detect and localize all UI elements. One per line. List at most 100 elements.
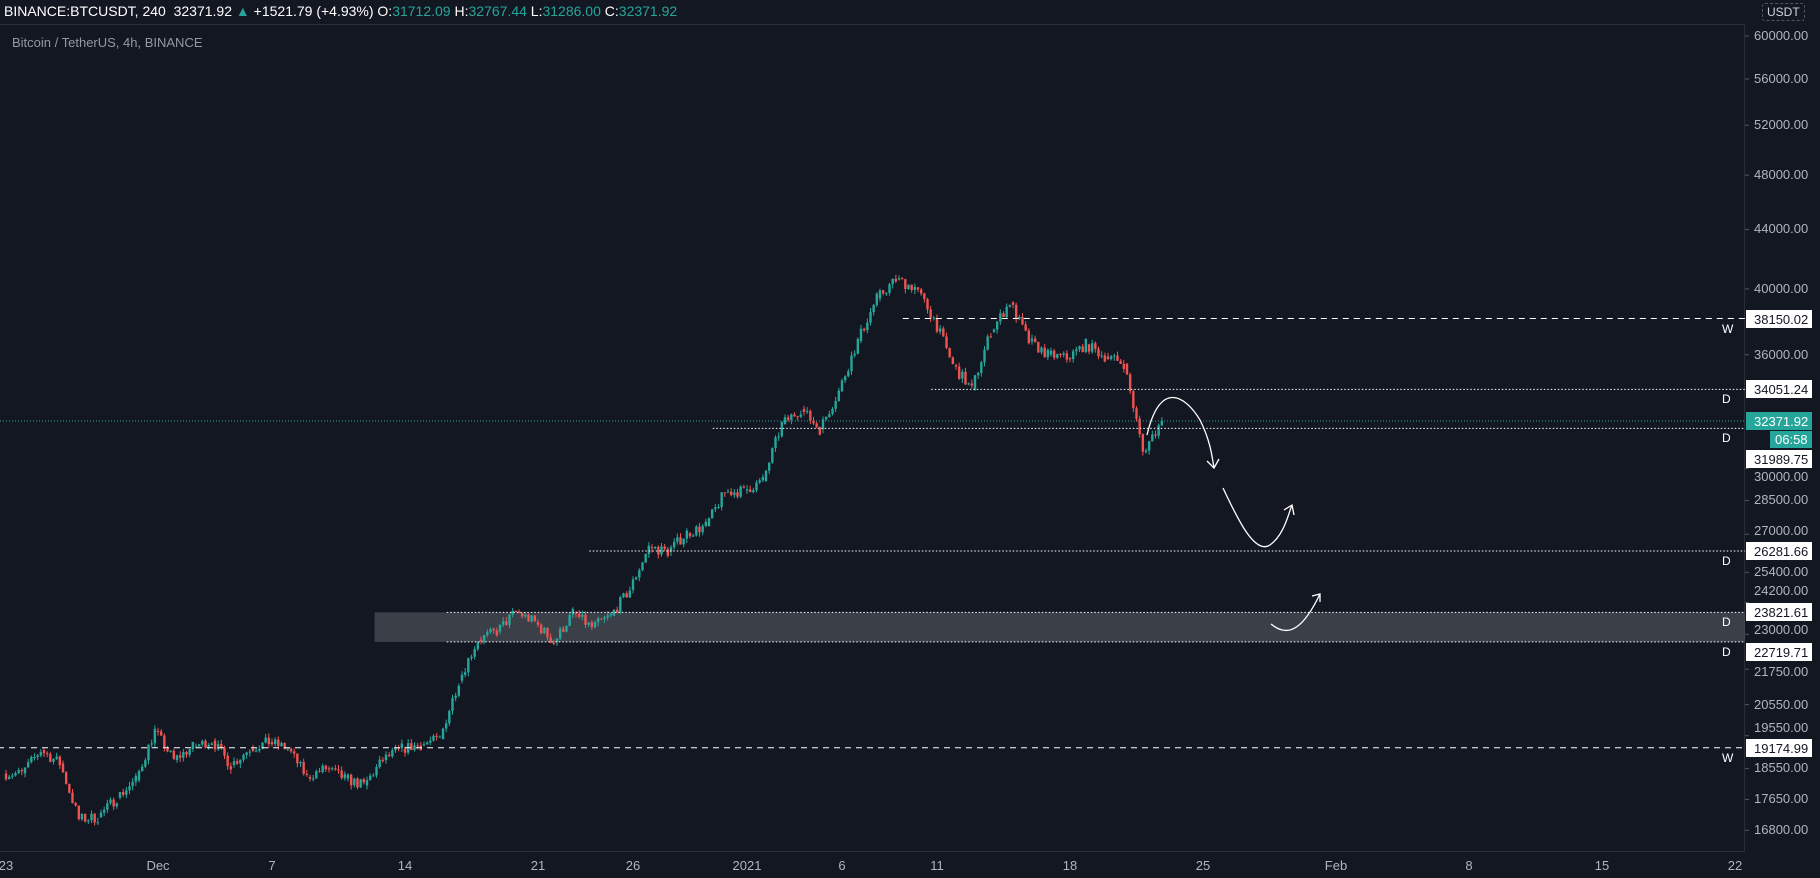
candle-body [435,735,438,737]
candle-body [748,489,752,493]
candle-body [774,437,777,449]
candle-body [824,416,828,420]
price-tick-label: 23000.00 [1754,622,1809,638]
candle-body [134,775,138,782]
level-price-badge[interactable]: 22719.71 [1746,643,1812,661]
candle-body [372,775,375,777]
candle-body [745,489,749,491]
level-price-badge[interactable]: 34051.24 [1746,380,1812,399]
candle-body [201,740,204,745]
candle-body [324,765,328,770]
candle-body [1059,353,1062,355]
candle-body [87,820,90,822]
candle-body [688,533,692,537]
candle-body [812,420,815,424]
time-tick-label: 8 [1465,858,1473,873]
candle-body [505,621,508,625]
candle-body [508,614,511,625]
candle-body [1078,346,1081,350]
candle-body [501,621,505,625]
price-tick-label: 19550.00 [1754,719,1809,735]
candle-body [432,735,435,741]
candle-body [736,492,739,497]
level-timeframe-label: D [1722,615,1731,630]
candle-body [552,642,556,644]
candle-body [1116,355,1119,361]
candle-body [831,408,834,415]
symbol[interactable]: BINANCE:BTCUSDT, 240 [4,3,166,19]
candle-body [771,448,774,463]
candle-body [166,748,169,752]
candle-body [128,786,131,791]
level-price-badge[interactable]: 26281.66 [1746,542,1812,561]
candle-body [565,626,568,632]
candle-body [536,622,540,625]
candle-body [853,353,856,356]
candle-body [729,491,733,496]
candle-body [660,546,663,555]
candle-body [251,748,255,752]
candle-body [156,730,160,732]
candle-body [546,628,549,638]
candle-body [470,656,473,659]
candle-body [286,748,290,750]
arrow-head-icon [1206,458,1220,470]
candle-body [61,763,65,773]
candle-body [96,822,100,824]
candle-body [242,754,245,760]
candle-body [463,672,467,675]
candle-body [1056,353,1059,358]
level-price-badge[interactable]: 19174.99 [1746,738,1812,757]
price-tick-label: 40000.00 [1754,280,1809,296]
level-timeframe-label: D [1722,431,1731,446]
candle-body [989,336,993,338]
candle-body [457,685,461,696]
candle-body [752,490,755,493]
time-axis[interactable]: 23 Dec 7 14 21 26 2021 6 11 18 25 Feb 8 15 22 [0,851,1745,878]
candle-body [1157,425,1160,436]
candle-body [625,593,628,598]
candle-body [555,638,559,643]
candle-body [330,768,334,770]
bar-countdown: 06:58 [1770,430,1812,448]
candle-body [615,609,619,613]
candle-body [1024,324,1027,331]
candle-body [343,774,347,779]
candle-body [954,365,958,367]
time-tick-label: 18 [1062,858,1078,873]
open-value: 31712.09 [392,3,451,19]
candle-body [992,329,996,332]
candle-body [590,622,594,628]
candle-body [235,761,239,764]
candle-body [638,570,641,578]
candle-body [562,628,565,632]
candle-body [634,577,638,580]
candle-body [704,521,708,526]
candle-body [489,629,492,633]
price-tick-label: 24200.00 [1754,582,1809,598]
candle-body [517,611,521,613]
candle-body [1021,316,1024,325]
candle-body [584,614,587,625]
candle-body [204,740,207,748]
candle-body [596,618,600,623]
candle-body [1125,363,1129,375]
candle-body [1018,316,1021,319]
price-axis[interactable]: 60000.00 56000.00 52000.00 48000.00 44000.00… [1745,24,1820,878]
candle-body [577,613,581,617]
currency-badge[interactable]: USDT [1762,3,1805,21]
candle-body [973,375,977,390]
level-timeframe-label: W [1722,750,1734,765]
candle-body [1030,338,1034,342]
level-price-badge[interactable]: 38150.02 [1746,309,1812,328]
candle-body [802,408,806,412]
level-price-badge[interactable]: 23821.61 [1746,603,1812,622]
chart-pane[interactable]: Bitcoin / TetherUS, 4h, BINANCE [0,24,1745,851]
candle-body [17,769,20,774]
candle-body [150,743,153,745]
level-price-badge[interactable]: 31989.75 [1746,450,1812,468]
candle-body [210,743,214,745]
candle-body [758,480,761,483]
candle-body [739,486,742,497]
candle-body [786,417,790,420]
